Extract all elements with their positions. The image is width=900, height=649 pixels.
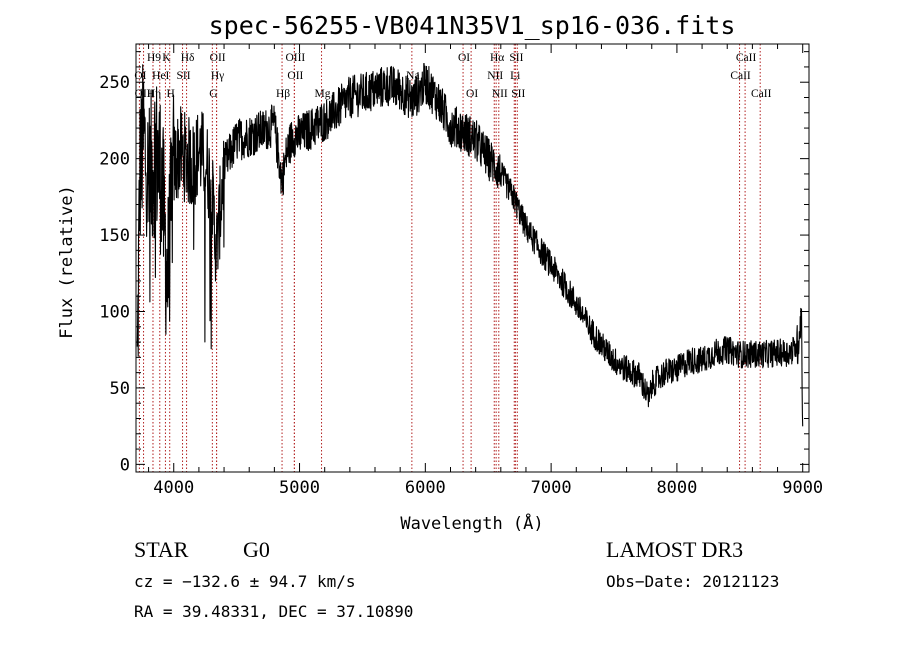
- marker-label: H: [167, 88, 175, 100]
- cz-readout: cz = −132.6 ± 94.7 km/s: [134, 572, 356, 591]
- marker-label: HeI: [152, 70, 169, 82]
- marker-label: SII: [177, 70, 191, 82]
- marker-label: OIII: [285, 52, 305, 64]
- class-label: STAR: [134, 537, 189, 562]
- marker-label: CaII: [736, 52, 757, 64]
- subclass-label: G0: [243, 537, 270, 562]
- marker-label: OII: [210, 52, 226, 64]
- y-tick-label: 0: [120, 455, 130, 475]
- marker-label: SII: [509, 52, 523, 64]
- marker-label: SII: [511, 88, 525, 100]
- marker-label: Na: [406, 70, 419, 82]
- x-tick-label: 8000: [656, 478, 697, 498]
- x-tick-label: 5000: [279, 478, 320, 498]
- chart-title: spec-56255-VB041N35V1_sp16-036.fits: [209, 11, 736, 40]
- marker-label: Hγ: [211, 70, 224, 82]
- survey-label: LAMOST DR3: [606, 537, 744, 562]
- marker-labels: H9 K Hδ OII OIII OI Hα SII CaII OI HeI SII Hγ OII Na NI…: [134, 52, 771, 100]
- y-tick-label: 50: [110, 379, 130, 399]
- x-tick-label: 9000: [782, 478, 823, 498]
- x-tick-label: 4000: [153, 478, 194, 498]
- marker-label: Hβ: [276, 88, 290, 100]
- marker-label: CaII: [730, 70, 751, 82]
- marker-label: Mg: [315, 88, 331, 100]
- marker-label: Li: [510, 70, 520, 82]
- obs-date-readout: Obs−Date: 20121123: [606, 572, 780, 591]
- marker-label: Hη: [147, 88, 161, 100]
- marker-label: G: [209, 88, 217, 100]
- marker-label: Hα: [490, 52, 504, 64]
- spectrum-series: [136, 63, 804, 427]
- y-tick-label: 150: [99, 226, 130, 246]
- marker-label: OI: [134, 70, 146, 82]
- spectrum-line: [136, 63, 804, 427]
- y-tick-label: 100: [99, 303, 130, 323]
- y-tick-label: 200: [99, 150, 130, 170]
- y-tick-label: 250: [99, 73, 130, 93]
- marker-label: OI: [466, 88, 478, 100]
- marker-label: Hδ: [181, 52, 195, 64]
- x-tick-label: 6000: [405, 478, 446, 498]
- y-axis-label: Flux (relative): [57, 185, 77, 339]
- x-tick-label: 7000: [531, 478, 572, 498]
- marker-label: NII: [487, 70, 503, 82]
- line-markers: [138, 44, 761, 472]
- marker-label: CaII: [751, 88, 772, 100]
- marker-label: OIII: [135, 88, 155, 100]
- marker-label: OI: [458, 52, 470, 64]
- marker-label: H9: [147, 52, 161, 64]
- radec-readout: RA = 39.48331, DEC = 37.10890: [134, 602, 414, 621]
- marker-label: OII: [287, 70, 303, 82]
- axes: 4000 5000 6000 7000 8000 9000 0 50 100 150 200 250: [99, 43, 823, 498]
- marker-label: NII: [492, 88, 508, 100]
- marker-label: K: [162, 52, 171, 64]
- x-axis-label: Wavelength (Å): [400, 512, 543, 534]
- plot-frame: [135, 43, 810, 473]
